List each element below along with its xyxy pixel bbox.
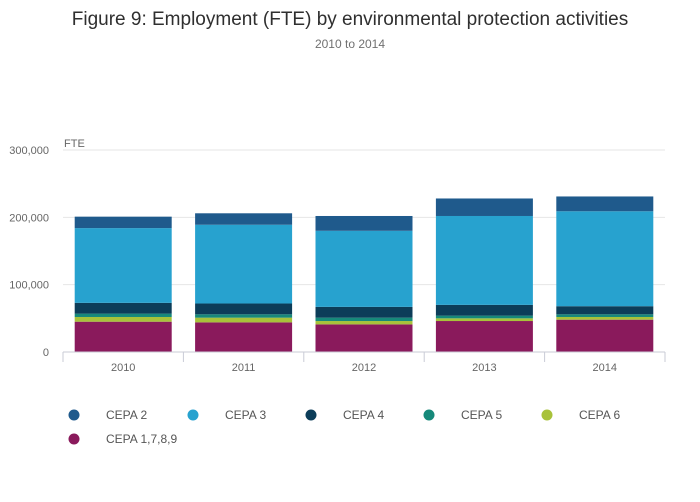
x-tick-label: 2014 (593, 362, 617, 374)
axes: 0 100,000 200,000 300,000 2010 2011 2012 2013 20… (9, 145, 666, 374)
bar-segment (315, 317, 413, 322)
bars (74, 196, 654, 352)
bar-segment (74, 313, 172, 317)
bar-segment (74, 321, 172, 352)
bar-segment (435, 304, 533, 316)
bar-segment (74, 228, 172, 303)
bar-segment (195, 303, 293, 315)
legend-label: CEPA 1,7,8,9 (106, 432, 177, 446)
x-tick-label: 2012 (352, 362, 376, 374)
bar-segment (556, 316, 654, 320)
bar-segment (315, 321, 413, 325)
bar-segment (195, 314, 293, 318)
y-tick-label: 200,000 (9, 212, 49, 224)
bar-segment (435, 321, 533, 352)
legend-marker (541, 409, 553, 421)
legend-marker (305, 409, 317, 421)
legend-label: CEPA 6 (579, 408, 620, 422)
chart-subtitle: 2010 to 2014 (315, 37, 385, 51)
bar-segment (74, 302, 172, 314)
bar-segment (195, 224, 293, 304)
bar-segment (195, 317, 293, 323)
legend-label: CEPA 2 (106, 408, 147, 422)
legend-marker (423, 409, 435, 421)
x-tick-label: 2011 (232, 362, 256, 374)
bar-segment (435, 315, 533, 319)
bar-segment (556, 211, 654, 307)
legend-label: CEPA 4 (343, 408, 384, 422)
bar-segment (556, 319, 654, 352)
legend-label: CEPA 3 (225, 408, 266, 422)
bar-segment (195, 213, 293, 225)
y-axis-label: FTE (64, 138, 85, 150)
x-tick-label: 2010 (111, 362, 135, 374)
bar-segment (315, 230, 413, 307)
bar-segment (435, 198, 533, 216)
bar-segment (315, 324, 413, 352)
bar-segment (74, 316, 172, 322)
legend-marker (68, 433, 80, 445)
legend-label: CEPA 5 (461, 408, 502, 422)
bar-segment (556, 196, 654, 212)
bar-segment (556, 306, 654, 315)
bar-segment (195, 322, 293, 352)
x-tick-label: 2013 (472, 362, 496, 374)
bar-segment (74, 216, 172, 229)
y-tick-label: 0 (43, 347, 49, 359)
bar-segment (435, 318, 533, 322)
chart-title: Figure 9: Employment (FTE) by environmen… (72, 9, 629, 30)
bar-segment (315, 215, 413, 231)
legend-marker (187, 409, 199, 421)
y-tick-label: 300,000 (9, 145, 49, 157)
y-tick-label: 100,000 (9, 280, 49, 292)
legend-marker (68, 409, 80, 421)
legend: CEPA 2 CEPA 3 CEPA 4 CEPA 5 CEPA 6 CEPA 1,7,8… (68, 408, 620, 446)
bar-segment (556, 314, 654, 317)
bar-segment (315, 306, 413, 318)
bar-segment (435, 215, 533, 305)
